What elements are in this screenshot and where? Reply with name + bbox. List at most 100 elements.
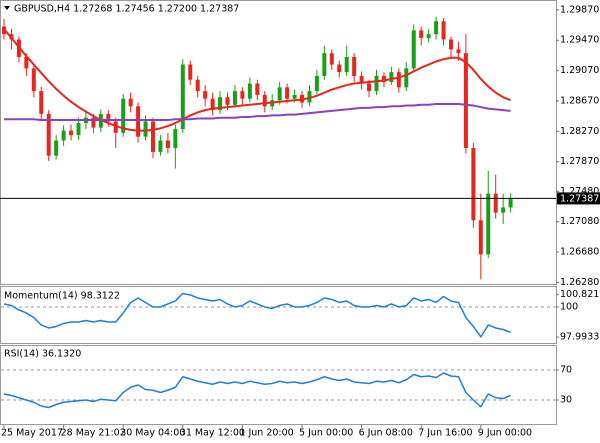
momentum-pane bbox=[0, 286, 557, 344]
x-tick-label: 28 May 21:02 bbox=[61, 428, 126, 439]
candle-body bbox=[404, 68, 409, 88]
momentum-title: Momentum(14) 98.3122 bbox=[4, 291, 120, 302]
candle-body bbox=[277, 87, 282, 101]
candle-body bbox=[165, 140, 170, 149]
last-price-label: 1.27387 bbox=[560, 193, 599, 204]
candle-body bbox=[322, 53, 327, 76]
candle-body bbox=[113, 121, 118, 133]
x-tick-label: 31 May 12:00 bbox=[180, 428, 245, 439]
y-tick-label: 1.29470 bbox=[560, 35, 599, 46]
candle-body bbox=[449, 39, 453, 50]
rsi-pane bbox=[0, 345, 557, 425]
candle-body bbox=[240, 91, 245, 99]
candle-body bbox=[232, 91, 237, 105]
candle-body bbox=[314, 75, 319, 92]
candle-body bbox=[307, 91, 312, 103]
y-tick-label: 1.28270 bbox=[560, 126, 599, 137]
candle-body bbox=[389, 72, 394, 83]
candle-body bbox=[352, 56, 357, 76]
candle-body bbox=[151, 121, 155, 152]
y-tick-label: 1.28670 bbox=[560, 95, 599, 106]
candle-body bbox=[31, 68, 36, 92]
candle-body bbox=[61, 130, 66, 141]
candle-body bbox=[441, 21, 446, 40]
candle-body bbox=[329, 53, 334, 65]
candle-body bbox=[367, 83, 372, 92]
x-tick-label: 5 Jun 00:00 bbox=[299, 428, 353, 439]
candle-body bbox=[374, 75, 379, 92]
main-title: GBPUSD,H4 1.27268 1.27456 1.27200 1.2738… bbox=[14, 4, 239, 15]
y-tick-label: 1.27870 bbox=[560, 156, 599, 167]
y-tick-label: 100.8217 bbox=[560, 289, 600, 300]
candle-body bbox=[247, 83, 252, 99]
candle-body bbox=[471, 148, 476, 221]
x-tick-label: 1 Jun 20:00 bbox=[239, 428, 293, 439]
y-tick-label: 1.29870 bbox=[560, 4, 599, 15]
candle-body bbox=[173, 129, 178, 149]
indicator-line bbox=[3, 292, 511, 338]
candle-body bbox=[255, 83, 260, 95]
y-tick-label: 1.27080 bbox=[560, 216, 599, 227]
candle-body bbox=[91, 117, 96, 128]
candle-body bbox=[292, 94, 297, 99]
candle-body bbox=[24, 56, 29, 69]
y-tick-label: 1.27480 bbox=[560, 186, 599, 197]
candle-body bbox=[136, 106, 141, 137]
candle-body bbox=[456, 49, 461, 54]
candle-body bbox=[121, 98, 126, 133]
x-tick-label: 25 May 2017 bbox=[1, 428, 63, 439]
candle-body bbox=[463, 53, 468, 149]
candle-body bbox=[76, 123, 81, 136]
candle-body bbox=[434, 21, 439, 35]
candle-body bbox=[419, 30, 424, 38]
candle-body bbox=[54, 140, 59, 156]
x-tick-label: 9 Jun 00:00 bbox=[478, 428, 532, 439]
candle-body bbox=[493, 193, 498, 213]
candle-body bbox=[381, 75, 386, 83]
candle-body bbox=[195, 79, 200, 92]
collapse-icon bbox=[4, 6, 10, 10]
candle-body bbox=[39, 91, 44, 114]
candle-body bbox=[158, 140, 163, 152]
x-tick-label: 30 May 04:00 bbox=[120, 428, 185, 439]
candle-body bbox=[203, 91, 208, 99]
y-tick-label: 97.9933 bbox=[560, 332, 599, 343]
candle-body bbox=[478, 220, 483, 255]
candle-body bbox=[69, 130, 74, 136]
y-tick-label: 1.26680 bbox=[560, 247, 599, 258]
candle-body bbox=[180, 64, 185, 130]
candle-body bbox=[337, 64, 342, 73]
y-tick-label: 70 bbox=[560, 365, 572, 376]
y-tick-label: 100 bbox=[560, 301, 578, 312]
last-price-box bbox=[557, 192, 600, 205]
candle-body bbox=[188, 64, 193, 80]
candle-body bbox=[359, 75, 364, 84]
y-tick-label: 1.26280 bbox=[560, 277, 599, 288]
main-pane bbox=[0, 0, 557, 285]
y-tick-label: 30 bbox=[560, 395, 572, 406]
moving-average bbox=[3, 28, 511, 132]
x-tick-label: 6 Jun 08:00 bbox=[359, 428, 413, 439]
candle-body bbox=[262, 94, 267, 107]
x-tick-label: 7 Jun 16:00 bbox=[418, 428, 472, 439]
candle-body bbox=[46, 113, 51, 156]
candle-body bbox=[344, 56, 349, 73]
candle-body bbox=[411, 30, 416, 69]
candle-body bbox=[486, 193, 491, 255]
candle-body bbox=[285, 87, 290, 99]
candle-body bbox=[210, 98, 215, 111]
indicator-line bbox=[3, 372, 511, 409]
candle-body bbox=[426, 34, 431, 38]
moving-average bbox=[4, 103, 511, 121]
candle-body bbox=[218, 97, 223, 111]
rsi-title: RSI(14) 36.1320 bbox=[4, 349, 81, 360]
candle-body bbox=[501, 207, 506, 213]
candle-body bbox=[225, 97, 230, 105]
candle-body bbox=[106, 113, 111, 122]
y-tick-label: 1.29070 bbox=[560, 65, 599, 76]
candle-body bbox=[143, 121, 148, 137]
candle-body bbox=[128, 98, 133, 107]
candle-body bbox=[508, 198, 513, 208]
